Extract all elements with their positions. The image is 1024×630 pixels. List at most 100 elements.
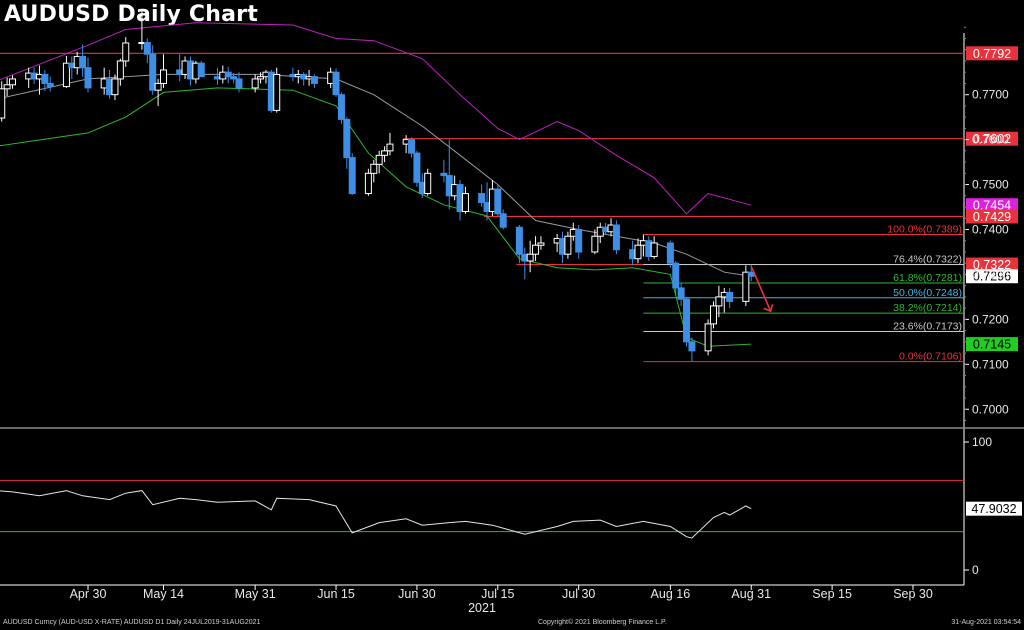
candle-body — [666, 242, 674, 264]
candle-body — [704, 323, 712, 352]
price-tag — [966, 257, 1018, 272]
time-axis-tick-label: Jul 30 — [562, 587, 595, 601]
candle-body — [343, 118, 351, 159]
candle-body — [197, 62, 205, 78]
candle-body — [149, 53, 157, 91]
candle-body — [408, 139, 416, 154]
bearish-arrow — [751, 267, 772, 312]
rsi-axis-tick-label: 0 — [972, 563, 979, 577]
bollinger-upper-band — [0, 22, 752, 215]
rsi-value-tag — [966, 501, 1022, 516]
candle-body — [122, 42, 130, 62]
candle-body — [709, 305, 717, 325]
time-axis-tick-label: Aug 31 — [731, 587, 771, 601]
candle-body — [159, 69, 167, 84]
time-axis-tick-label: May 31 — [235, 587, 276, 601]
candle-body — [273, 73, 281, 111]
candle-body — [348, 157, 356, 195]
price-tag — [966, 337, 1018, 352]
footer-copyright: Copyright© 2021 Bloomberg Finance L.P. — [538, 619, 667, 626]
candle-body — [413, 152, 421, 183]
candle-body — [230, 76, 238, 80]
fib-level-label: 23.6%(0.7173) — [893, 321, 962, 333]
candle-body — [386, 143, 394, 152]
fib-level-label: 61.8%(0.7281) — [893, 272, 962, 284]
candle-body — [332, 71, 340, 96]
price-tag — [966, 131, 1018, 146]
candle-body — [612, 224, 620, 251]
candle-body — [672, 262, 680, 289]
candle-body — [677, 287, 685, 300]
candle-body — [375, 154, 383, 165]
time-axis-year-label: 2021 — [468, 601, 496, 615]
candlestick-series — [0, 9, 755, 362]
candle-body — [440, 172, 448, 177]
candle-body — [79, 55, 87, 69]
candle-body — [494, 188, 502, 215]
price-tag — [966, 198, 1018, 213]
price-axis-tick-label: 0.7600 — [972, 133, 1009, 147]
candle-body — [235, 78, 243, 89]
candle-body — [251, 78, 259, 89]
price-axis-tick-label: 0.7500 — [972, 178, 1009, 192]
candle-body — [424, 172, 432, 195]
time-axis-tick-label: Jun 30 — [398, 587, 436, 601]
price-tag-label: 0.7322 — [973, 258, 1011, 272]
candle-body — [591, 235, 599, 253]
fib-level-label: 0.0%(0.7106) — [899, 351, 962, 363]
candle-body — [143, 42, 151, 55]
price-tag-label: 0.7792 — [973, 47, 1011, 61]
price-axis-tick-label: 0.7700 — [972, 88, 1009, 102]
price-axis-tick-label: 0.7000 — [972, 402, 1009, 416]
footer-timestamp: 31-Aug-2021 03:54:54 — [951, 619, 1021, 626]
candle-body — [84, 67, 92, 89]
time-axis: Apr 30 May 14 May 31 Jun 15 Jun 30 Jul 15 Jul … — [70, 585, 933, 615]
candle-body — [381, 150, 389, 156]
resistance-lines — [0, 52, 964, 266]
fib-level-label: 38.2%(0.7214) — [893, 302, 962, 314]
price-axis-tick-label: 0.7300 — [972, 267, 1009, 281]
bollinger-lower-band — [0, 87, 752, 347]
price-tag-label: 0.7296 — [973, 270, 1011, 284]
candle-body — [62, 62, 70, 88]
time-axis-tick-label: Sep 15 — [812, 587, 852, 601]
time-axis-tick-label: May 14 — [143, 587, 184, 601]
panel-frame — [0, 33, 1024, 586]
candle-body — [41, 73, 49, 84]
candle-body — [537, 242, 545, 246]
price-tag-label: 0.7602 — [973, 132, 1011, 146]
candle-body — [461, 193, 469, 213]
price-axis: 0.7700 0.7600 0.7500 0.7400 0.7300 0.7200 0.71… — [964, 26, 1009, 422]
price-tag — [966, 269, 1018, 284]
candle-body — [0, 88, 6, 119]
candle-body — [116, 60, 124, 80]
candle-body — [564, 235, 572, 255]
bollinger-bands — [0, 22, 752, 347]
candle-body — [370, 163, 378, 174]
fib-level-label: 50.0%(0.7248) — [893, 287, 962, 299]
price-axis-tick-label: 0.7100 — [972, 357, 1009, 371]
candle-body — [634, 244, 642, 260]
price-axis-tick-label: 0.7400 — [972, 222, 1009, 236]
candle-body — [478, 193, 486, 204]
candle-body — [683, 298, 691, 343]
fib-level-label: 100.0%(0.7389) — [887, 223, 962, 235]
candle-body — [3, 84, 11, 90]
candle-body — [532, 244, 540, 255]
time-axis-tick-label: Jun 15 — [317, 587, 355, 601]
candle-body — [111, 78, 119, 96]
candle-body — [224, 71, 232, 78]
rsi-value-label: 47.9032 — [971, 502, 1016, 516]
candle-body — [575, 228, 583, 253]
rsi-panel: 100 0 47.9032 — [0, 435, 1022, 577]
price-tag-label: 0.7454 — [973, 199, 1011, 213]
candle-body — [46, 82, 54, 88]
candle-body — [337, 94, 345, 120]
rsi-line — [0, 490, 752, 539]
price-tag-label: 0.7429 — [973, 210, 1011, 224]
candle-body — [526, 253, 534, 262]
candle-body — [715, 296, 723, 307]
candle-body — [9, 78, 17, 86]
price-tag — [966, 46, 1018, 61]
